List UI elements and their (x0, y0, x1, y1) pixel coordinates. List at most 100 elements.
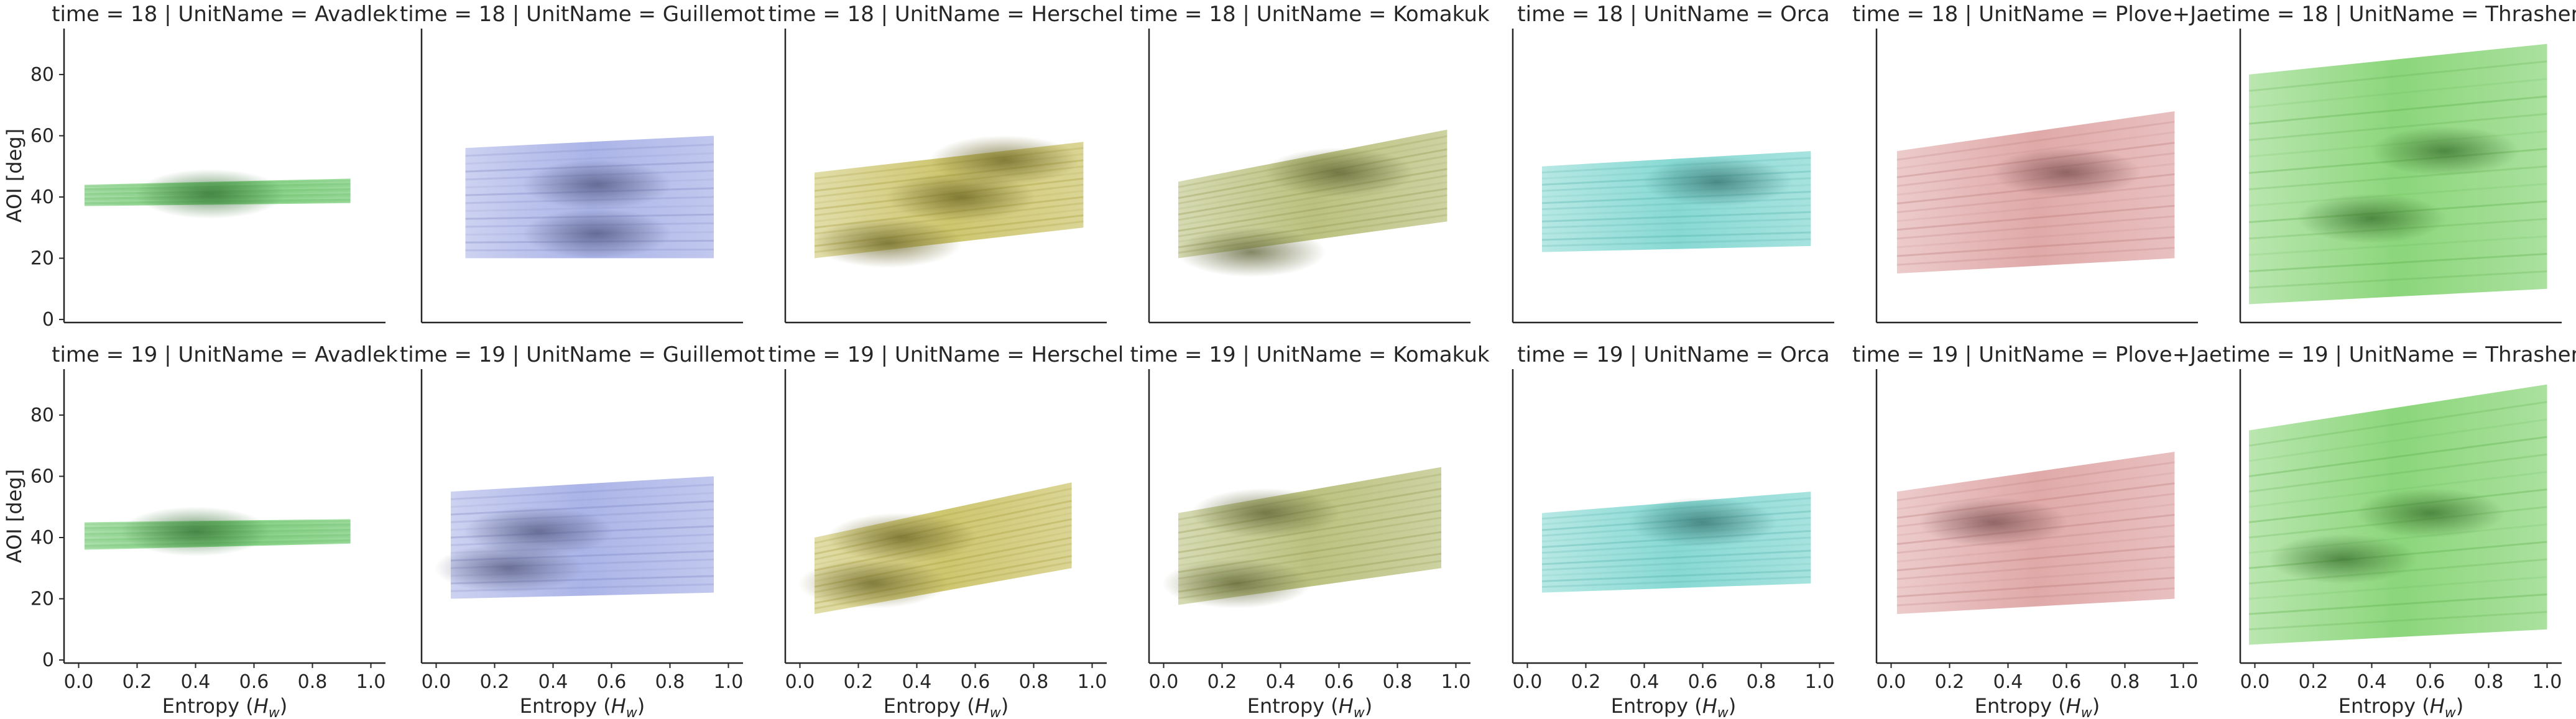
x-tick-label: 0.0 (2240, 671, 2270, 693)
density-peak (1191, 488, 1341, 538)
density-streak (2248, 418, 2547, 462)
y-axis-label: AOI [deg] (2, 129, 26, 222)
x-tick-label: 0.6 (239, 671, 269, 693)
x-tick-label: 0.6 (1324, 671, 1354, 693)
y-tick-label: 40 (30, 186, 54, 208)
facet-panel: time = 18 | UnitName = Orca (1512, 2, 1834, 324)
density-streak (1896, 183, 2175, 214)
facet-title: time = 18 | UnitName = Thrasher (2222, 2, 2576, 27)
x-tick-label: 0.2 (480, 671, 510, 693)
density-streak (1541, 556, 1811, 571)
density-peak (930, 135, 1079, 185)
x-tick-label: 0.2 (2299, 671, 2329, 693)
facet-panel: time = 18 | UnitName = Avadlek 0 20 40 60 80 A… (2, 2, 398, 331)
x-tick-label: 0.8 (1019, 671, 1049, 693)
density-region (2249, 44, 2547, 305)
density-streak (1541, 549, 1811, 566)
x-tick-label: 1.0 (1441, 671, 1471, 693)
facet-panel: time = 18 | UnitName = Plove+Jae (1852, 2, 2222, 324)
density-streak (2248, 183, 2547, 207)
x-tick-label: 1.0 (2532, 671, 2562, 693)
x-axis-label: Entropy (Hw) (884, 694, 1009, 719)
density-peak (1992, 147, 2141, 198)
x-tick-label: 0.0 (422, 671, 451, 693)
facet-title: time = 19 | UnitName = Guillemot (400, 342, 765, 367)
x-tick-label: 0.0 (1513, 671, 1543, 693)
facet-panel: time = 19 | UnitName = Thrasher 0.0 0.2 0.4… (2222, 342, 2576, 719)
density-streak (1896, 577, 2175, 598)
density-streak (2248, 112, 2547, 141)
density-streak (2248, 436, 2547, 477)
x-tick-label: 0.4 (1993, 671, 2023, 693)
facet-title: time = 18 | UnitName = Herschel (769, 2, 1124, 27)
density-peak (798, 558, 948, 608)
y-tick-label: 20 (30, 248, 54, 270)
x-tick-label: 0.4 (1630, 671, 1660, 693)
x-tick-label: 0.8 (1383, 671, 1413, 693)
x-tick-label: 0.6 (597, 671, 627, 693)
density-streak (2248, 95, 2547, 125)
x-axis-label: Entropy (Hw) (520, 694, 645, 719)
density-streak (2249, 593, 2547, 615)
density-peak (1919, 497, 2068, 547)
density-streak (1541, 218, 1811, 229)
density-streak (1541, 238, 1811, 247)
density-peak (464, 506, 613, 557)
density-streak (465, 152, 714, 165)
density-streak (1178, 188, 1447, 232)
density-peak (522, 160, 672, 210)
x-tick-label: 0.4 (538, 671, 568, 693)
facet-title: time = 19 | UnitName = Orca (1517, 342, 1829, 367)
x-tick-label: 0.6 (2052, 671, 2082, 693)
density-streak (1178, 181, 1447, 227)
x-tick-label: 1.0 (1805, 671, 1835, 693)
density-streak (1541, 224, 1811, 235)
x-tick-label: 0.0 (1149, 671, 1179, 693)
facet-panel: time = 19 | UnitName = Avadlek 0 20 40 60 80 A… (2, 342, 398, 719)
facet-title: time = 18 | UnitName = Guillemot (400, 2, 765, 27)
facet-panel: time = 19 | UnitName = Orca 0.0 0.2 0.4 0.6 0… (1512, 342, 1835, 719)
x-axis-label: Entropy (Hw) (1611, 694, 1737, 719)
x-tick-label: 1.0 (356, 671, 386, 693)
density-streak (2248, 165, 2547, 191)
density-streak (2248, 78, 2547, 109)
density-streak (1896, 121, 2175, 161)
facet-title: time = 19 | UnitName = Herschel (769, 342, 1124, 367)
x-tick-label: 0.6 (961, 671, 990, 693)
y-tick-label: 0 (42, 649, 54, 671)
facet-title: time = 19 | UnitName = Avadlek (52, 342, 398, 367)
facet-panel: time = 19 | UnitName = Guillemot 0.0 0.2 0.… (400, 342, 765, 719)
density-streak (2249, 270, 2547, 289)
density-streak (1896, 236, 2175, 257)
facet-title: time = 18 | UnitName = Orca (1517, 2, 1829, 27)
density-streak (2248, 453, 2547, 493)
facet-title: time = 18 | UnitName = Komakuk (1130, 2, 1489, 27)
x-axis-label: Entropy (Hw) (162, 694, 288, 719)
density-streak (2248, 470, 2547, 508)
density-peak (1628, 497, 1778, 547)
density-streak (1896, 556, 2175, 580)
density-streak (1896, 194, 2175, 222)
y-tick-label: 40 (30, 527, 54, 549)
density-peak (1643, 157, 1792, 207)
y-axis-label: AOI [deg] (2, 469, 26, 563)
density-streak (1896, 461, 2175, 501)
density-streak (1896, 226, 2175, 249)
density-peak (2268, 534, 2417, 584)
density-streak (1178, 524, 1442, 567)
facet-panel: time = 19 | UnitName = Komakuk 0.0 0.2 0.4 0… (1130, 342, 1489, 719)
x-axis-label: Entropy (Hw) (1975, 694, 2100, 719)
x-tick-label: 1.0 (1078, 671, 1107, 693)
density-peak (828, 512, 977, 562)
density-peak (522, 209, 672, 259)
density-peak (1264, 147, 1414, 198)
y-tick-label: 80 (30, 405, 54, 426)
density-streak (1541, 562, 1811, 577)
density-streak (2249, 611, 2547, 631)
x-tick-label: 0.8 (2474, 671, 2504, 693)
x-tick-label: 0.8 (2110, 671, 2140, 693)
density-streak (2248, 575, 2547, 600)
density-streak (1541, 211, 1811, 222)
x-axis-label: Entropy (Hw) (1247, 694, 1373, 719)
